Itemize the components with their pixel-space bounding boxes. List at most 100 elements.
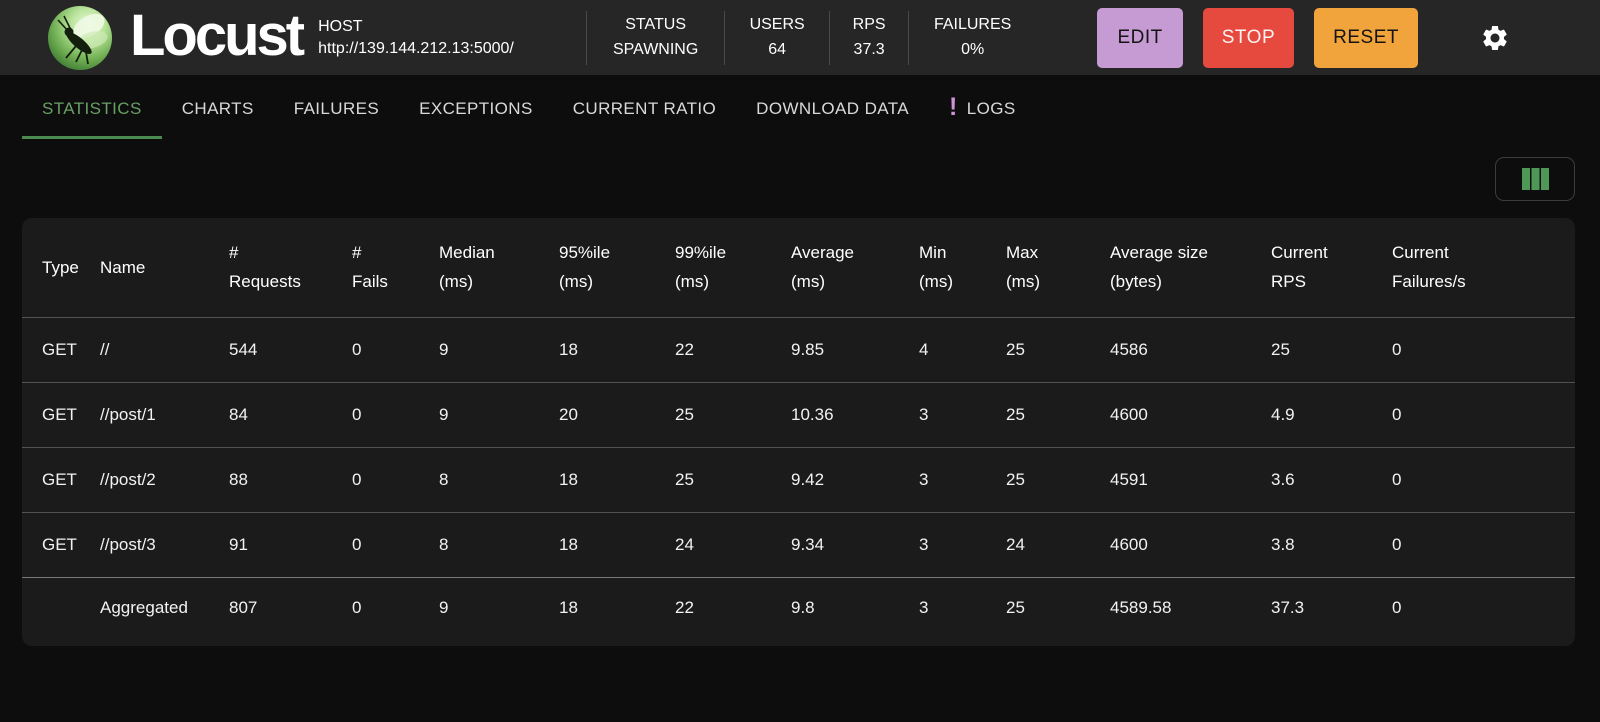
column-header-average[interactable]: Average (ms): [791, 243, 855, 292]
table-header-row: Type Name # Requests # Fails Median (ms) 95…: [22, 218, 1575, 317]
table-cell: 9: [438, 576, 558, 639]
host-value: http://139.144.212.13:5000/: [318, 39, 514, 57]
table-cell: 3.6: [1270, 446, 1391, 512]
table-row: GET //post/3 91 0 8 18 24 9.34 3 24 4600…: [22, 511, 1575, 577]
stat-status: STATUS SPAWNING: [586, 10, 724, 65]
table-cell: 18: [558, 446, 674, 512]
edit-button[interactable]: EDIT: [1097, 7, 1183, 68]
column-header-fails[interactable]: # Fails: [352, 243, 388, 292]
column-header-min[interactable]: Min (ms): [919, 243, 953, 292]
table-cell: 0: [1391, 446, 1575, 512]
tab-failures[interactable]: FAILURES: [274, 81, 399, 139]
stat-users: USERS 64: [724, 10, 829, 65]
header-actions: EDIT STOP RESET: [1097, 7, 1418, 68]
stat-status-value: SPAWNING: [612, 41, 699, 58]
table-cell: 3: [918, 381, 1005, 447]
table-cell: 9.85: [790, 316, 918, 382]
settings-gear-icon[interactable]: [1480, 23, 1510, 53]
column-header-current-failures[interactable]: Current Failures/s: [1392, 243, 1466, 292]
table-cell: 10.36: [790, 381, 918, 447]
tab-charts[interactable]: CHARTS: [162, 81, 274, 139]
table-cell: 18: [558, 511, 674, 577]
table-cell: GET: [22, 446, 99, 512]
stat-failures: FAILURES 0%: [908, 10, 1036, 65]
table-cell: Aggregated: [99, 576, 228, 639]
tab-logs[interactable]: ! LOGS: [929, 81, 1036, 139]
table-cell: 0: [351, 446, 438, 512]
table-toolbar: [0, 145, 1600, 218]
table-cell: 88: [228, 446, 351, 512]
table-cell: 24: [674, 511, 790, 577]
stat-rps: RPS 37.3: [829, 10, 908, 65]
column-header-type[interactable]: Type: [42, 257, 79, 277]
host-label: HOST: [318, 17, 363, 35]
tab-charts-label: CHARTS: [181, 98, 254, 118]
column-header-requests[interactable]: # Requests: [229, 243, 301, 292]
tab-logs-label: LOGS: [966, 98, 1016, 118]
tab-exceptions[interactable]: EXCEPTIONS: [399, 81, 553, 139]
table-cell: 9: [438, 316, 558, 382]
tab-current-ratio[interactable]: CURRENT RATIO: [553, 81, 736, 139]
table-cell: //: [99, 316, 228, 382]
statistics-table-container: Type Name # Requests # Fails Median (ms) 95…: [22, 218, 1575, 646]
column-selector-button[interactable]: [1495, 157, 1575, 201]
table-cell: 4: [918, 316, 1005, 382]
table-cell: //post/2: [99, 446, 228, 512]
table-cell: 544: [228, 316, 351, 382]
column-header-avg-size[interactable]: Average size (bytes): [1110, 243, 1208, 292]
table-cell: GET: [22, 511, 99, 577]
stop-button[interactable]: STOP: [1202, 7, 1295, 68]
tab-statistics[interactable]: STATISTICS: [22, 81, 162, 139]
table-row-aggregated: Aggregated 807 0 9 18 22 9.8 3 25 4589.5…: [22, 576, 1575, 639]
main-tabs: STATISTICS CHARTS FAILURES EXCEPTIONS CU…: [0, 75, 1600, 145]
table-cell: 0: [351, 576, 438, 639]
stat-failures-label: FAILURES: [933, 16, 1012, 33]
table-cell: 9.34: [790, 511, 918, 577]
columns-icon: [1521, 168, 1549, 190]
table-cell: 4.9: [1270, 381, 1391, 447]
locust-insect-icon: [57, 13, 108, 64]
column-header-current-rps[interactable]: Current RPS: [1271, 243, 1328, 292]
table-cell: 0: [1391, 511, 1575, 577]
tab-statistics-label: STATISTICS: [42, 98, 142, 118]
table-cell: 25: [1005, 316, 1109, 382]
column-header-95ile[interactable]: 95%ile (ms): [559, 243, 611, 292]
table-cell: 25: [1005, 576, 1109, 639]
table-cell: 3: [918, 511, 1005, 577]
table-cell: 4600: [1109, 381, 1270, 447]
table-cell: 25: [674, 446, 790, 512]
table-cell: 0: [1391, 576, 1575, 639]
table-cell: 9.8: [790, 576, 918, 639]
table-cell: 18: [558, 576, 674, 639]
header-stats: STATUS SPAWNING USERS 64 RPS 37.3 FAILUR…: [586, 0, 1036, 75]
reset-button[interactable]: RESET: [1314, 7, 1418, 68]
table-cell: GET: [22, 316, 99, 382]
column-header-max[interactable]: Max (ms): [1006, 243, 1040, 292]
table-cell: 8: [438, 511, 558, 577]
column-header-99ile[interactable]: 99%ile (ms): [675, 243, 727, 292]
stat-rps-value: 37.3: [853, 41, 885, 58]
locust-logo-icon: [48, 5, 112, 70]
table-cell: 4591: [1109, 446, 1270, 512]
host-block: HOST http://139.144.212.13:5000/: [318, 18, 568, 58]
table-cell: 9: [438, 381, 558, 447]
table-cell: 3.8: [1270, 511, 1391, 577]
table-row: GET // 544 0 9 18 22 9.85 4 25 4586 25 0: [22, 316, 1575, 382]
table-cell: 91: [228, 511, 351, 577]
column-header-name[interactable]: Name: [100, 257, 146, 277]
tab-download-data-label: DOWNLOAD DATA: [756, 98, 909, 118]
table-cell: 25: [1270, 316, 1391, 382]
table-cell: //post/1: [99, 381, 228, 447]
column-header-median[interactable]: Median (ms): [439, 243, 495, 292]
table-cell: 8: [438, 446, 558, 512]
table-cell: 3: [918, 576, 1005, 639]
table-cell: //post/3: [99, 511, 228, 577]
stat-users-label: USERS: [749, 16, 805, 33]
table-cell: 22: [674, 576, 790, 639]
table-cell: 0: [351, 316, 438, 382]
statistics-table: Type Name # Requests # Fails Median (ms) 95…: [22, 218, 1575, 639]
table-cell: 18: [558, 316, 674, 382]
tab-download-data[interactable]: DOWNLOAD DATA: [736, 81, 929, 139]
table-cell: 4600: [1109, 511, 1270, 577]
table-cell: 0: [1391, 381, 1575, 447]
